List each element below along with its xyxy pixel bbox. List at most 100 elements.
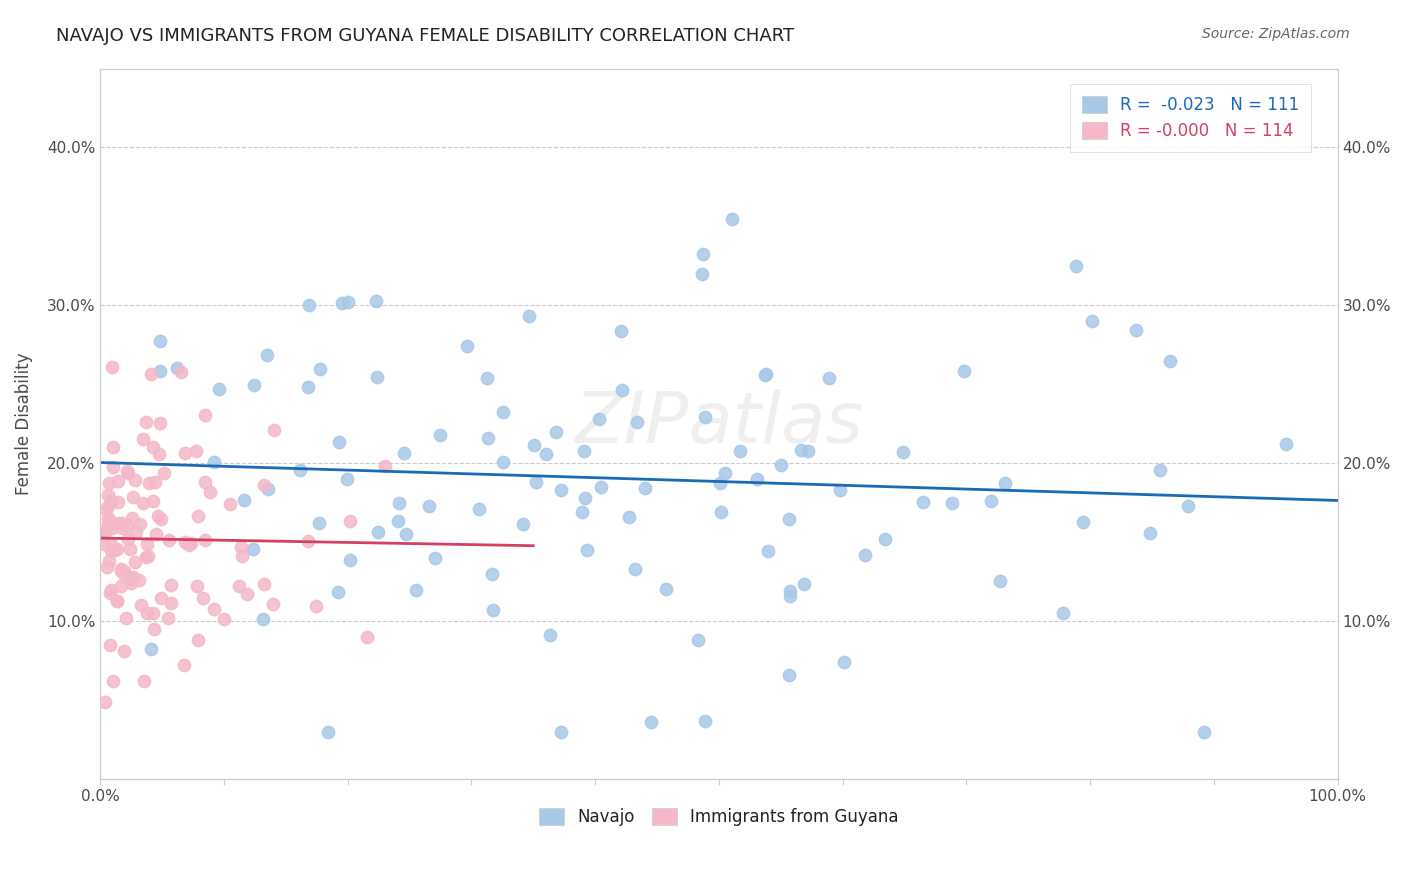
Point (692, 246, 714, 260)
Point (146, 509, 169, 524)
Point (97, 554, 120, 568)
Point (576, 542, 599, 557)
Point (655, 582, 678, 596)
Point (328, 434, 350, 449)
Point (105, 593, 128, 607)
Point (208, 382, 231, 396)
Point (111, 521, 134, 535)
Point (100, 638, 122, 652)
Point (1275, 437, 1298, 451)
Point (101, 673, 124, 688)
Point (574, 491, 596, 505)
Point (769, 458, 792, 472)
Point (316, 724, 339, 739)
Point (326, 585, 349, 599)
Point (994, 476, 1017, 491)
Point (550, 483, 572, 498)
Point (129, 599, 152, 613)
Point (149, 512, 172, 526)
Point (110, 562, 132, 576)
Point (100, 583, 122, 598)
Point (1052, 606, 1074, 620)
Point (120, 541, 142, 556)
Point (692, 267, 714, 281)
Point (336, 472, 359, 486)
Point (624, 562, 647, 576)
Point (153, 466, 176, 480)
Point (709, 475, 731, 490)
Point (219, 497, 242, 511)
Point (97, 517, 120, 532)
Point (796, 444, 818, 458)
Point (110, 516, 132, 530)
Point (174, 446, 197, 460)
Point (142, 494, 165, 508)
Point (574, 443, 596, 458)
Point (214, 612, 236, 626)
Point (754, 368, 776, 383)
Point (236, 586, 259, 600)
Point (107, 475, 129, 489)
Point (988, 574, 1011, 588)
Point (610, 384, 633, 398)
Y-axis label: Female Disability: Female Disability (15, 352, 32, 495)
Point (145, 527, 167, 541)
Point (789, 443, 811, 458)
Point (339, 514, 361, 528)
Point (157, 533, 180, 547)
Point (136, 606, 159, 620)
Point (456, 339, 478, 353)
Point (243, 378, 266, 392)
Point (97, 487, 120, 501)
Point (912, 495, 935, 509)
Point (634, 481, 657, 495)
Point (170, 365, 193, 379)
Point (115, 517, 138, 532)
Point (121, 511, 143, 525)
Point (252, 612, 274, 626)
Point (755, 368, 778, 382)
Point (128, 517, 150, 532)
Point (475, 370, 498, 384)
Point (118, 572, 141, 586)
Point (1064, 259, 1087, 273)
Point (105, 594, 128, 608)
Point (429, 428, 451, 442)
Point (143, 622, 166, 636)
Point (202, 601, 225, 615)
Point (100, 537, 122, 551)
Point (256, 482, 278, 496)
Point (832, 655, 855, 669)
Point (591, 480, 613, 494)
Point (425, 551, 447, 566)
Point (98, 476, 121, 491)
Point (309, 362, 332, 376)
Point (138, 475, 160, 490)
Point (339, 553, 361, 567)
Point (139, 641, 162, 656)
Point (492, 405, 515, 419)
Point (198, 484, 221, 499)
Point (756, 544, 779, 558)
Point (156, 611, 179, 625)
Point (149, 416, 172, 430)
Point (778, 667, 800, 681)
Point (107, 494, 129, 508)
Point (98, 514, 121, 528)
Point (534, 447, 557, 461)
Point (1125, 323, 1147, 337)
Point (166, 360, 188, 375)
Point (793, 576, 815, 591)
Point (571, 505, 593, 519)
Point (96, 559, 118, 574)
Point (187, 632, 209, 647)
Point (388, 496, 411, 510)
Point (640, 714, 662, 729)
Point (149, 334, 172, 348)
Point (481, 567, 503, 582)
Point (142, 606, 165, 620)
Legend: Navajo, Immigrants from Guyana: Navajo, Immigrants from Guyana (531, 800, 907, 835)
Point (853, 548, 876, 562)
Point (710, 506, 733, 520)
Point (114, 564, 136, 578)
